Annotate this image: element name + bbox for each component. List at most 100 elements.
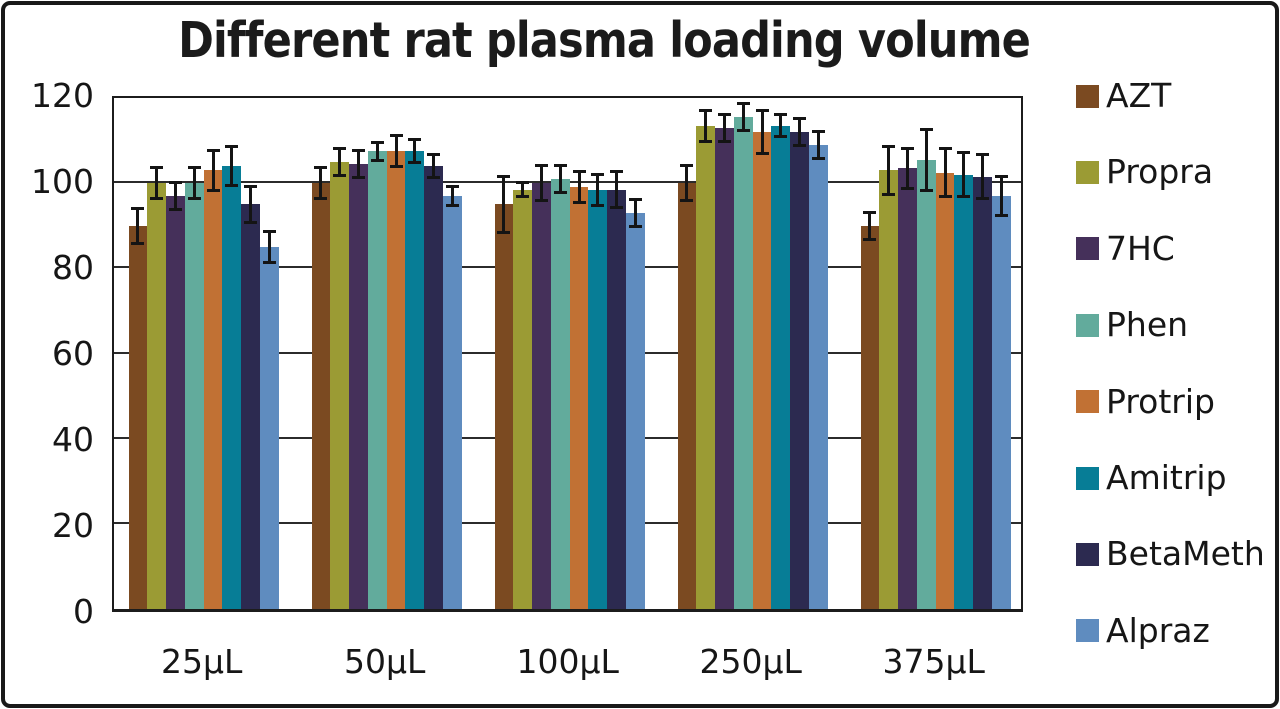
error-bar-BetaMeth-25µL bbox=[244, 185, 258, 224]
bar-slot bbox=[513, 98, 533, 609]
error-bar-Phen-25µL bbox=[187, 166, 201, 201]
error-bar-Alpraz-25µL bbox=[262, 230, 276, 265]
legend-swatch-Protrip bbox=[1076, 390, 1099, 414]
error-bar-Propra-250µL bbox=[699, 108, 713, 143]
bar-BetaMeth-100µL bbox=[607, 189, 627, 609]
legend-swatch-Alpraz bbox=[1076, 619, 1099, 643]
bar-7HC-250µL bbox=[715, 127, 734, 609]
y-tick-label-0: 0 bbox=[73, 592, 94, 631]
bar-slot bbox=[203, 98, 223, 609]
legend-item-Protrip: Protrip bbox=[1076, 381, 1215, 421]
bar-group-375µL bbox=[860, 98, 1011, 609]
error-bar-Amitrip-250µL bbox=[774, 112, 788, 139]
bar-slot bbox=[696, 98, 716, 609]
error-bar-Protrip-375µL bbox=[938, 146, 952, 199]
bar-Phen-375µL bbox=[916, 159, 936, 609]
legend-item-Phen: Phen bbox=[1076, 308, 1188, 341]
error-bar-AZT-50µL bbox=[314, 166, 328, 201]
bar-Phen-100µL bbox=[550, 178, 570, 609]
bar-slot bbox=[715, 98, 734, 609]
error-bar-BetaMeth-250µL bbox=[793, 117, 807, 147]
bar-slot bbox=[733, 98, 753, 609]
bar-slot bbox=[330, 98, 350, 609]
error-bar-Propra-50µL bbox=[333, 146, 347, 177]
error-bar-AZT-25µL bbox=[131, 206, 145, 245]
legend-swatch-7HC bbox=[1076, 237, 1099, 261]
bar-Propra-250µL bbox=[696, 125, 716, 609]
bar-BetaMeth-250µL bbox=[790, 132, 810, 609]
bar-slot bbox=[916, 98, 936, 609]
legend-item-Amitrip: Amitrip bbox=[1076, 461, 1227, 494]
error-bar-Alpraz-50µL bbox=[445, 185, 459, 207]
bar-Protrip-25µL bbox=[203, 170, 223, 609]
error-bar-Amitrip-50µL bbox=[408, 138, 422, 164]
bar-slot bbox=[386, 98, 406, 609]
legend-label-AZT: AZT bbox=[1106, 76, 1172, 115]
y-axis: 0 20 40 60 80 100 120 bbox=[0, 0, 100, 709]
bar-slot bbox=[992, 98, 1011, 609]
bar-slot bbox=[128, 98, 148, 609]
bar-Amitrip-25µL bbox=[222, 166, 242, 609]
bar-7HC-375µL bbox=[898, 168, 917, 609]
bar-slot bbox=[898, 98, 917, 609]
error-bar-Phen-375µL bbox=[919, 127, 933, 192]
bar-slot bbox=[607, 98, 627, 609]
bar-AZT-100µL bbox=[494, 204, 514, 609]
error-bar-Alpraz-100µL bbox=[628, 198, 642, 228]
bar-slot bbox=[405, 98, 425, 609]
legend-swatch-BetaMeth bbox=[1076, 542, 1099, 566]
bar-Alpraz-375µL bbox=[992, 195, 1011, 609]
error-bar-7HC-100µL bbox=[534, 164, 548, 203]
legend-swatch-Amitrip bbox=[1076, 466, 1099, 490]
error-bar-7HC-375µL bbox=[900, 146, 914, 190]
bar-Alpraz-100µL bbox=[626, 212, 645, 609]
error-bar-Propra-100µL bbox=[516, 181, 530, 199]
bar-Phen-50µL bbox=[367, 151, 387, 609]
bar-slot bbox=[222, 98, 242, 609]
bar-slot bbox=[569, 98, 589, 609]
legend-label-Alpraz: Alpraz bbox=[1106, 610, 1210, 650]
bar-slot bbox=[790, 98, 810, 609]
legend-label-Protrip: Protrip bbox=[1106, 381, 1215, 421]
error-bar-Phen-250µL bbox=[736, 102, 750, 133]
y-tick-label-40: 40 bbox=[52, 420, 94, 459]
bar-slot bbox=[809, 98, 828, 609]
bar-Amitrip-250µL bbox=[771, 125, 791, 609]
bar-slot bbox=[771, 98, 791, 609]
bar-slot bbox=[879, 98, 899, 609]
error-bar-Protrip-25µL bbox=[206, 149, 220, 192]
plot-area bbox=[112, 96, 1023, 612]
error-bar-Propra-375µL bbox=[882, 144, 896, 196]
bar-Phen-25µL bbox=[184, 183, 204, 609]
y-tick-label-100: 100 bbox=[31, 162, 94, 201]
legend-item-BetaMeth: BetaMeth bbox=[1076, 534, 1265, 574]
bar-slot bbox=[550, 98, 570, 609]
legend-item-AZT: AZT bbox=[1076, 76, 1172, 115]
bar-AZT-50µL bbox=[311, 183, 331, 609]
y-tick-label-80: 80 bbox=[52, 248, 94, 287]
y-tick-label-20: 20 bbox=[52, 506, 94, 545]
bar-Propra-100µL bbox=[513, 189, 533, 609]
error-bar-Protrip-50µL bbox=[389, 134, 403, 169]
legend-label-7HC: 7HC bbox=[1106, 228, 1175, 268]
error-bar-Amitrip-375µL bbox=[957, 151, 971, 199]
error-bar-AZT-250µL bbox=[680, 164, 694, 203]
legend-label-BetaMeth: BetaMeth bbox=[1106, 534, 1265, 574]
bar-slot bbox=[588, 98, 608, 609]
bar-Protrip-250µL bbox=[752, 132, 772, 609]
bar-slot bbox=[349, 98, 368, 609]
error-bar-BetaMeth-375µL bbox=[976, 153, 990, 201]
error-bar-Alpraz-250µL bbox=[811, 129, 825, 160]
legend-item-Propra: Propra bbox=[1076, 152, 1214, 192]
bar-slot bbox=[147, 98, 167, 609]
error-bar-BetaMeth-50µL bbox=[427, 153, 441, 179]
bar-slot bbox=[260, 98, 279, 609]
y-tick-label-120: 120 bbox=[31, 76, 94, 115]
bar-slot bbox=[494, 98, 514, 609]
bar-Amitrip-50µL bbox=[405, 151, 425, 609]
y-tick-label-60: 60 bbox=[52, 334, 94, 373]
error-bar-AZT-100µL bbox=[497, 174, 511, 235]
legend-label-Propra: Propra bbox=[1106, 152, 1214, 192]
bar-Propra-25µL bbox=[147, 183, 167, 609]
